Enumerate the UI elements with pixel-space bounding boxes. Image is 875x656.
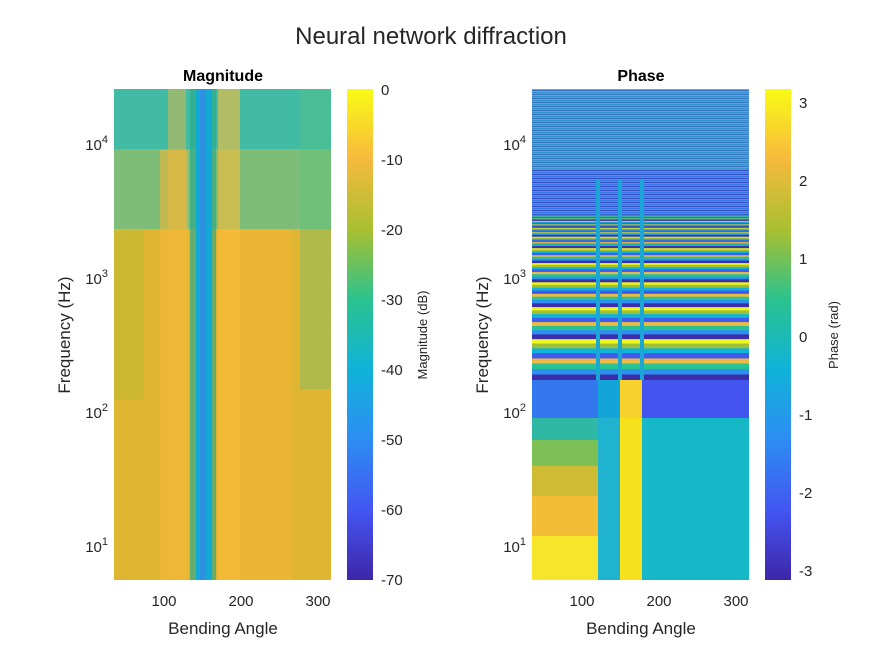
phase-colorbar-label: Phase (rad)	[826, 301, 841, 369]
phase-x-tick: 100	[569, 593, 594, 610]
phase-band	[532, 158, 749, 160]
magnitude-y-axis-label: Frequency (Hz)	[55, 276, 74, 393]
phase-cb-tick: 1	[799, 251, 807, 268]
magnitude-title: Magnitude	[183, 68, 263, 85]
phase-band	[532, 110, 749, 112]
magnitude-cb-tick: -30	[381, 292, 403, 309]
magnitude-colorbar: 0 -10 -20 -30 -40 -50 -60 -70 Magnitude …	[347, 82, 430, 589]
phase-band	[532, 120, 749, 122]
phase-band	[532, 174, 749, 176]
phase-y-tick: 102	[503, 402, 526, 422]
phase-band	[532, 102, 749, 104]
phase-band	[532, 138, 749, 140]
phase-band	[532, 94, 749, 96]
phase-band	[532, 148, 749, 150]
magnitude-cb-tick: -20	[381, 222, 403, 239]
magnitude-cb-tick: -60	[381, 502, 403, 519]
phase-band	[532, 114, 749, 116]
magnitude-x-axis-label: Bending Angle	[168, 619, 278, 638]
phase-band	[532, 152, 749, 154]
magnitude-x-tick: 100	[151, 593, 176, 610]
magnitude-x-axis: 100 200 300 Bending Angle	[151, 593, 330, 638]
phase-band	[532, 142, 749, 144]
phase-cb-tick: 3	[799, 95, 807, 112]
phase-band	[532, 160, 749, 162]
phase-x-axis-label: Bending Angle	[586, 619, 696, 638]
phase-band	[532, 172, 749, 174]
magnitude-cb-tick: -50	[381, 432, 403, 449]
magnitude-y-tick: 103	[85, 268, 108, 288]
phase-band	[532, 164, 749, 166]
phase-cb-tick: 0	[799, 329, 807, 346]
phase-band	[532, 176, 749, 178]
phase-band	[532, 90, 749, 92]
phase-band	[532, 98, 749, 100]
phase-band	[532, 140, 749, 142]
phase-x-tick: 200	[646, 593, 671, 610]
magnitude-x-tick: 300	[305, 593, 330, 610]
phase-y-tick: 104	[503, 134, 526, 154]
phase-band	[532, 118, 749, 120]
phase-band	[532, 128, 749, 130]
phase-panel: Phase 100 200 300	[473, 68, 841, 638]
phase-band	[532, 132, 749, 134]
phase-band	[532, 106, 749, 108]
magnitude-colorbar-label: Magnitude (dB)	[415, 291, 430, 380]
phase-y-tick: 103	[503, 268, 526, 288]
phase-band	[532, 144, 749, 146]
magnitude-cb-tick: -70	[381, 572, 403, 589]
phase-band	[532, 112, 749, 114]
phase-title: Phase	[617, 68, 664, 85]
magnitude-y-axis: 101 102 103 104 Frequency (Hz)	[55, 134, 108, 556]
magnitude-y-tick: 104	[85, 134, 108, 154]
phase-band	[532, 162, 749, 164]
phase-band	[532, 134, 749, 136]
phase-band	[532, 104, 749, 106]
magnitude-panel: Magnitude 100 200 300 Bending Angle	[55, 68, 430, 638]
phase-band	[532, 136, 749, 138]
phase-band	[532, 150, 749, 152]
phase-band	[532, 146, 749, 148]
figure-title: Neural network diffraction	[295, 23, 567, 50]
phase-colorbar: 3 2 1 0 -1 -2 -3 Phase (rad)	[765, 89, 841, 580]
phase-band	[532, 122, 749, 124]
magnitude-cb-tick: -10	[381, 152, 403, 169]
phase-band	[532, 130, 749, 132]
phase-band	[532, 92, 749, 94]
phase-band	[532, 100, 749, 102]
phase-band	[532, 96, 749, 98]
phase-band	[532, 108, 749, 110]
phase-cb-tick: -2	[799, 485, 812, 502]
phase-y-axis-label: Frequency (Hz)	[473, 276, 492, 393]
phase-y-tick: 101	[503, 536, 526, 556]
phase-x-tick: 300	[723, 593, 748, 610]
magnitude-x-tick: 200	[228, 593, 253, 610]
phase-band	[532, 156, 749, 158]
phase-band	[532, 166, 749, 168]
phase-cb-tick: 2	[799, 173, 807, 190]
phase-colorbar-ticks: 3 2 1 0 -1 -2 -3	[799, 95, 812, 580]
phase-band	[532, 178, 749, 180]
phase-heatmap	[532, 89, 749, 580]
phase-band	[532, 154, 749, 156]
phase-y-axis: 101 102 103 104 Frequency (Hz)	[473, 134, 526, 556]
phase-band	[532, 116, 749, 118]
magnitude-cb-tick: 0	[381, 82, 389, 99]
phase-cb-tick: -3	[799, 563, 812, 580]
magnitude-y-tick: 101	[85, 536, 108, 556]
phase-band	[532, 124, 749, 126]
phase-band	[532, 170, 749, 172]
magnitude-y-tick: 102	[85, 402, 108, 422]
magnitude-colorbar-ticks: 0 -10 -20 -30 -40 -50 -60 -70	[381, 82, 403, 589]
phase-band	[532, 126, 749, 128]
phase-band	[532, 168, 749, 170]
phase-x-axis: 100 200 300 Bending Angle	[569, 593, 748, 638]
magnitude-cb-tick: -40	[381, 362, 403, 379]
magnitude-heatmap	[114, 89, 331, 580]
phase-cb-tick: -1	[799, 407, 812, 424]
